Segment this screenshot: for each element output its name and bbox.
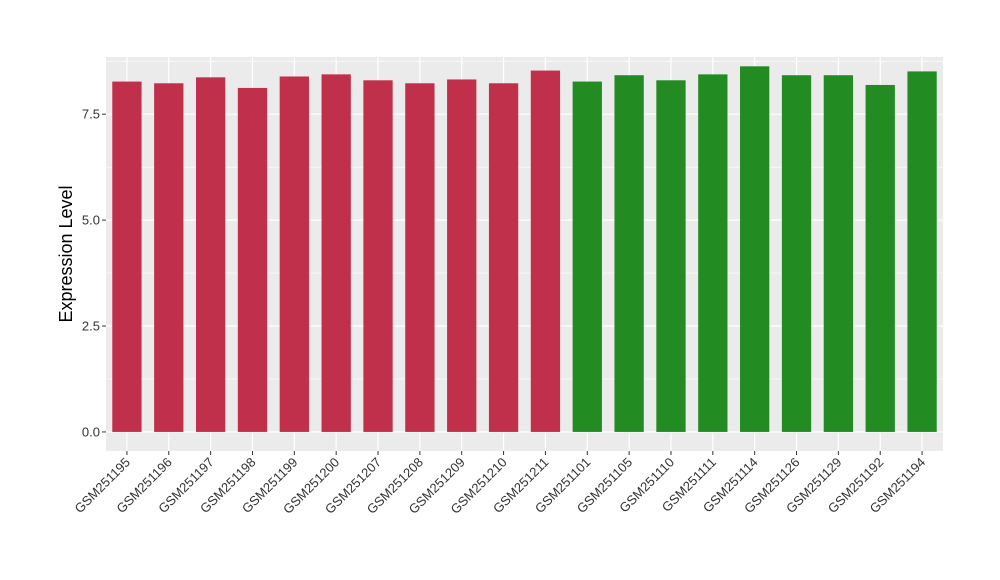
bar <box>405 83 435 432</box>
bar <box>572 81 602 432</box>
bar <box>907 71 937 432</box>
y-axis-title: Expression Level <box>56 185 76 322</box>
bar <box>279 76 309 432</box>
y-axis: 0.0 2.5 5.0 7.5 <box>82 107 106 439</box>
bar <box>530 70 561 432</box>
bar <box>321 74 351 432</box>
bar <box>488 83 519 432</box>
bar <box>614 75 644 432</box>
y-tick-label: 7.5 <box>82 107 100 122</box>
bar <box>447 79 477 432</box>
bar <box>698 74 728 432</box>
x-axis: GSM251195GSM251196GSM251197GSM251198GSM2… <box>72 451 928 517</box>
bar <box>112 81 142 432</box>
y-tick-label: 5.0 <box>82 213 100 228</box>
bar <box>154 83 184 432</box>
bar <box>781 75 812 432</box>
bar <box>865 84 895 432</box>
panel-background <box>106 57 943 451</box>
bar <box>823 75 854 432</box>
bar <box>195 77 226 432</box>
bar <box>740 66 770 432</box>
y-tick-label: 2.5 <box>82 319 100 334</box>
y-tick-label: 0.0 <box>82 424 100 439</box>
bar <box>237 87 268 432</box>
bar <box>656 80 686 432</box>
bar <box>363 80 393 432</box>
bars <box>112 66 937 432</box>
